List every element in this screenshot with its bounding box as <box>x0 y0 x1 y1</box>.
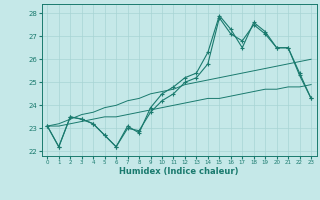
X-axis label: Humidex (Indice chaleur): Humidex (Indice chaleur) <box>119 167 239 176</box>
